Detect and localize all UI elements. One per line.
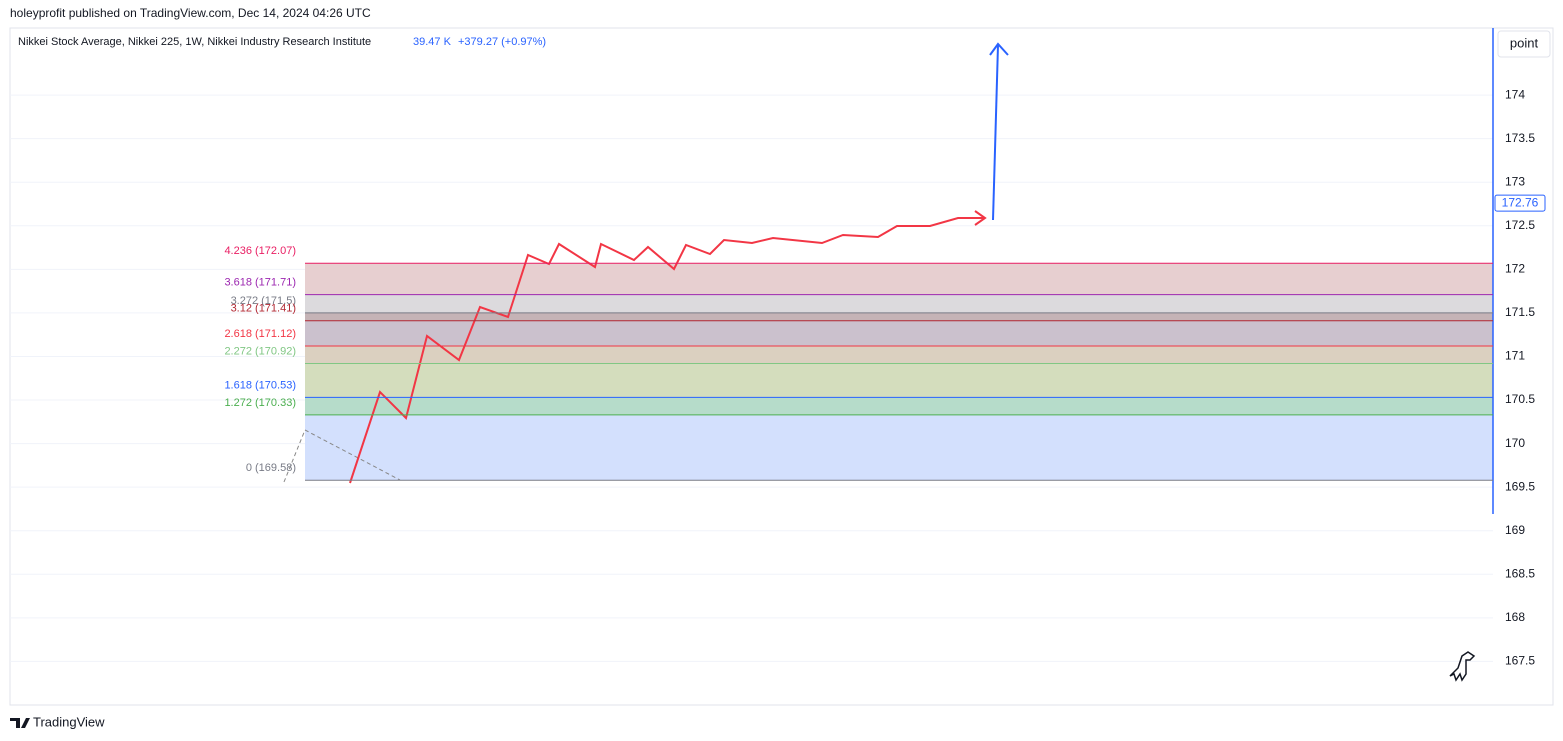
y-tick-label: 172.5 <box>1505 218 1535 232</box>
scale-button-label[interactable]: point <box>1510 35 1539 50</box>
fib-bands <box>305 263 1493 481</box>
y-tick-label: 171.5 <box>1505 305 1535 319</box>
fib-band <box>305 346 1493 364</box>
fib-band <box>305 312 1493 321</box>
y-tick-label: 170 <box>1505 436 1525 450</box>
published-line: holeyprofit published on TradingView.com… <box>10 6 371 20</box>
fib-level-label: 3.618 (171.71) <box>224 277 296 289</box>
fib-level-label: 0 (169.58) <box>246 462 296 474</box>
projection-path <box>349 217 985 484</box>
fib-band <box>305 414 1493 481</box>
fib-trend-line <box>283 429 306 483</box>
fib-level-label: 2.272 (170.92) <box>224 345 296 357</box>
fib-level-label: 1.272 (170.33) <box>224 397 296 409</box>
fib-band <box>305 397 1493 415</box>
y-tick-label: 169 <box>1505 523 1525 537</box>
fib-level-label: 3.12 (171.41) <box>231 303 296 315</box>
y-tick-label: 172 <box>1505 262 1525 276</box>
y-tick-label: 173.5 <box>1505 131 1535 145</box>
change: +379.27 (+0.97%) <box>458 36 546 48</box>
y-tick-label: 173 <box>1505 174 1525 188</box>
y-tick-label: 174 <box>1505 87 1525 101</box>
fib-level-label: 4.236 (172.07) <box>224 245 296 257</box>
volume: 39.47 K <box>413 36 452 48</box>
footer-brand: TradingView <box>33 714 105 729</box>
fib-trend-line <box>304 429 401 481</box>
scale-button[interactable] <box>1497 30 1551 58</box>
symbol: Nikkei Stock Average, Nikkei 225, 1W, Ni… <box>18 36 371 48</box>
y-tick-label: 171 <box>1505 349 1525 363</box>
y-tick-label: 169.5 <box>1505 479 1535 493</box>
fib-band <box>305 320 1493 347</box>
y-tick-label: 168.5 <box>1505 566 1535 580</box>
y-tick-label: 168 <box>1505 610 1525 624</box>
price-label: 172.76 <box>1502 195 1539 209</box>
fib-band <box>305 294 1493 313</box>
logo-icon <box>10 718 30 728</box>
arrow-head <box>974 210 987 226</box>
fib-level-label: 2.618 (171.12) <box>224 328 296 340</box>
fib-level-label: 1.618 (170.53) <box>224 379 296 391</box>
fib-level-label: 3.272 (171.5) <box>231 295 296 307</box>
price-label-box <box>1494 194 1546 212</box>
target-arrow <box>992 44 999 221</box>
y-tick-label: 167.5 <box>1505 654 1535 668</box>
fib-band <box>305 363 1493 398</box>
dino-icon <box>1449 651 1476 682</box>
fib-band <box>305 263 1493 295</box>
arrow-head <box>989 42 1009 56</box>
y-tick-label: 170.5 <box>1505 392 1535 406</box>
